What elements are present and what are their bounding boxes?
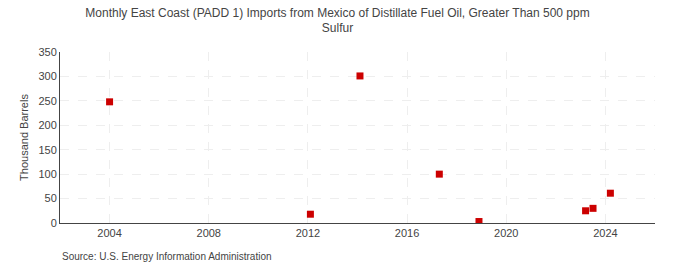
- svg-text:2008: 2008: [197, 227, 221, 239]
- svg-text:Source: U.S. Energy Informatio: Source: U.S. Energy Information Administ…: [62, 251, 272, 262]
- svg-text:50: 50: [45, 192, 57, 204]
- svg-text:Thousand Barrels: Thousand Barrels: [18, 94, 30, 181]
- svg-text:200: 200: [38, 119, 56, 131]
- svg-text:Monthly East Coast (PADD 1) Im: Monthly East Coast (PADD 1) Imports from…: [85, 6, 589, 36]
- svg-text:150: 150: [38, 144, 56, 156]
- svg-text:100: 100: [38, 168, 56, 180]
- svg-text:0: 0: [51, 217, 57, 229]
- svg-text:2020: 2020: [494, 227, 518, 239]
- svg-text:350: 350: [38, 46, 56, 58]
- svg-text:2024: 2024: [593, 227, 617, 239]
- svg-text:2012: 2012: [296, 227, 320, 239]
- svg-text:2016: 2016: [395, 227, 419, 239]
- svg-text:300: 300: [38, 70, 56, 82]
- svg-text:250: 250: [38, 95, 56, 107]
- svg-text:2004: 2004: [97, 227, 121, 239]
